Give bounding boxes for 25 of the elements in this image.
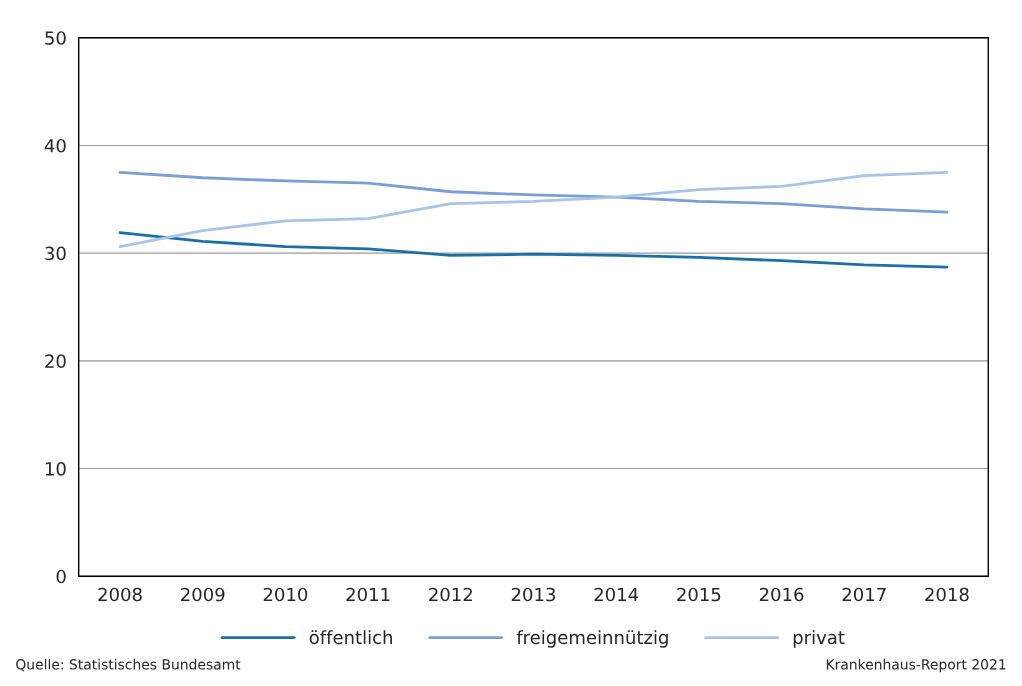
y-tick-label: 0 [56, 569, 66, 584]
x-tick-label: 2009 [181, 587, 225, 602]
x-tick-label: 2010 [263, 587, 308, 602]
line-series [118, 231, 949, 269]
y-tick-label: 20 [45, 354, 66, 368]
x-tick-label: 2017 [842, 587, 886, 602]
x-tick-label: 2013 [511, 587, 556, 602]
source-note: Quelle: Statistisches Bundesamt [16, 658, 241, 672]
y-tick-label: 10 [45, 462, 66, 476]
x-tick-label: 2016 [759, 587, 804, 602]
line-series [118, 170, 949, 214]
x-tick-label: 2011 [346, 587, 390, 602]
x-tick-label: 2012 [429, 587, 472, 602]
legend-label: öffentlich [309, 630, 392, 645]
x-tick-label: 2014 [594, 587, 639, 602]
text: Krankenhaus-Report 2021 [826, 658, 1006, 673]
line-series [118, 170, 949, 249]
y-tick-label: 50 [45, 31, 66, 45]
x-tick-label: 2015 [677, 587, 721, 602]
y-tick-label: 30 [45, 246, 66, 261]
x-tick-label: 2008 [98, 587, 142, 602]
legend-label: privat [793, 630, 845, 648]
x-tick-label: 2018 [925, 587, 969, 602]
legend-label: freigemeinnützig [516, 630, 668, 648]
y-tick-label: 40 [44, 138, 66, 153]
